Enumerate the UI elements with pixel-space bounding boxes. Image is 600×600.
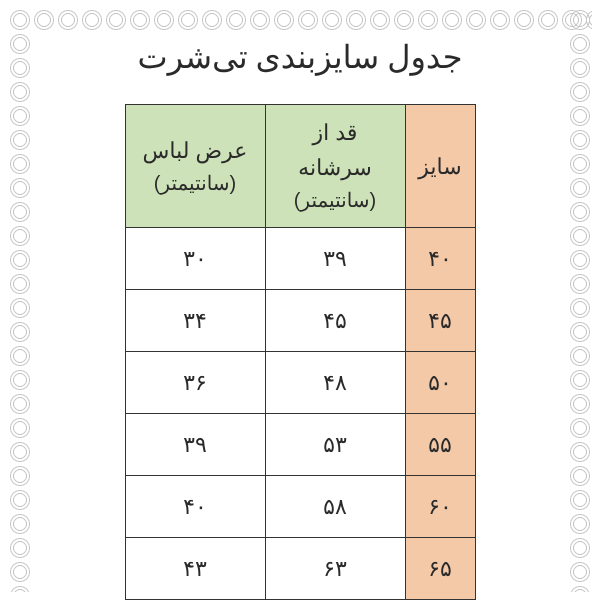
cell-size: ۵۵ (405, 414, 475, 476)
decorative-border-right (568, 8, 592, 592)
decorative-border-left (8, 8, 32, 592)
table-body: ۴۰ ۳۹ ۳۰ ۴۵ ۴۵ ۳۴ ۵۰ ۴۸ ۳۶ ۵۵ ۵۳ ۳۹ ۶۰ ۵ (125, 228, 475, 600)
table-row: ۶۰ ۵۸ ۴۰ (125, 476, 475, 538)
cell-height: ۶۳ (265, 538, 405, 600)
cell-width: ۳۹ (125, 414, 265, 476)
table-row: ۵۵ ۵۳ ۳۹ (125, 414, 475, 476)
cell-size: ۴۰ (405, 228, 475, 290)
header-height-label1: قد از سرشانه (298, 120, 372, 180)
cell-size: ۶۰ (405, 476, 475, 538)
header-width-label2: (سانتیمتر) (134, 168, 257, 200)
cell-width: ۴۳ (125, 538, 265, 600)
page-title: جدول سایزبندی تی‌شرت (138, 38, 463, 76)
cell-width: ۳۴ (125, 290, 265, 352)
cell-width: ۳۰ (125, 228, 265, 290)
header-height-label2: (سانتیمتر) (274, 185, 397, 217)
size-table: سایز قد از سرشانه (سانتیمتر) عرض لباس (س… (125, 104, 476, 600)
header-size: سایز (405, 105, 475, 228)
table-row: ۴۰ ۳۹ ۳۰ (125, 228, 475, 290)
cell-height: ۴۵ (265, 290, 405, 352)
cell-height: ۳۹ (265, 228, 405, 290)
cell-width: ۳۶ (125, 352, 265, 414)
cell-size: ۵۰ (405, 352, 475, 414)
table-row: ۵۰ ۴۸ ۳۶ (125, 352, 475, 414)
table-row: ۴۵ ۴۵ ۳۴ (125, 290, 475, 352)
cell-size: ۴۵ (405, 290, 475, 352)
cell-height: ۵۸ (265, 476, 405, 538)
cell-height: ۵۳ (265, 414, 405, 476)
cell-size: ۶۵ (405, 538, 475, 600)
header-width: عرض لباس (سانتیمتر) (125, 105, 265, 228)
header-width-label1: عرض لباس (143, 138, 248, 163)
table-row: ۶۵ ۶۳ ۴۳ (125, 538, 475, 600)
cell-width: ۴۰ (125, 476, 265, 538)
cell-height: ۴۸ (265, 352, 405, 414)
table-header-row: سایز قد از سرشانه (سانتیمتر) عرض لباس (س… (125, 105, 475, 228)
header-size-label: سایز (418, 154, 461, 179)
header-height: قد از سرشانه (سانتیمتر) (265, 105, 405, 228)
size-table-container: سایز قد از سرشانه (سانتیمتر) عرض لباس (س… (125, 104, 476, 600)
